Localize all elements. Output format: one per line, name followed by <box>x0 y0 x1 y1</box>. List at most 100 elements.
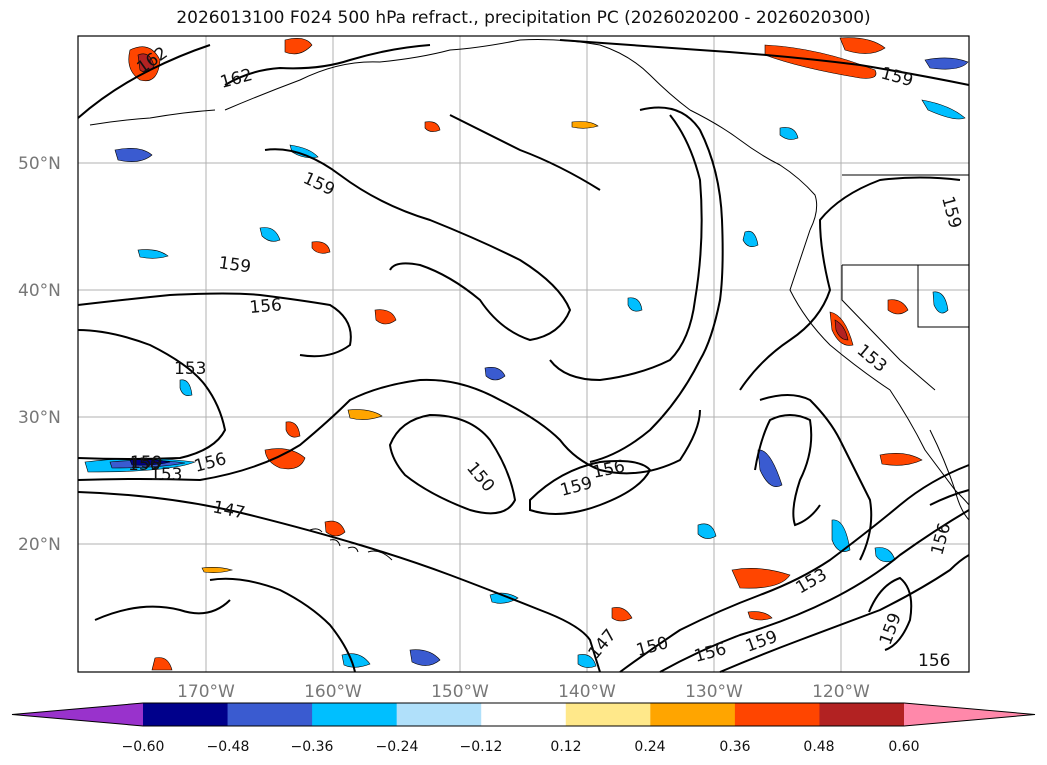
colorbar-tick-label: −0.24 <box>376 739 419 755</box>
contour-line <box>94 599 231 621</box>
precip-patch <box>779 127 799 140</box>
colorbar-tick-label: 0.24 <box>634 739 665 755</box>
colorbar-tick-labels: −0.60 −0.48 −0.36 −0.24 −0.12 0.12 0.24 … <box>122 739 920 755</box>
longitude-label: 130°W <box>685 682 743 702</box>
precip-patch <box>747 611 773 621</box>
contour-line <box>77 491 601 673</box>
precip-patch <box>285 421 301 438</box>
state-border <box>841 265 936 391</box>
colorbar <box>11 702 1036 727</box>
colorbar-segment <box>227 703 313 726</box>
map-panel <box>78 36 969 672</box>
precip-patch <box>289 144 319 159</box>
contour-line <box>589 106 724 463</box>
colorbar-segment <box>734 703 820 726</box>
precip-patch <box>151 657 173 671</box>
contour-line <box>659 509 970 673</box>
colorbar-segment <box>396 703 482 726</box>
aleutian-chain <box>89 109 216 126</box>
contour-line <box>77 378 701 482</box>
colorbar-extend-high <box>904 703 1035 726</box>
precip-patch <box>284 38 313 55</box>
colorbar-tick-label: 0.60 <box>888 739 919 755</box>
precip-patch <box>347 409 383 420</box>
precip-patch <box>484 367 506 381</box>
precip-patch <box>731 568 791 589</box>
precip-patch <box>137 249 169 259</box>
contour-label: 153 <box>174 359 206 379</box>
contour-line <box>264 148 572 342</box>
precip-patch <box>764 44 877 79</box>
contour-line <box>549 114 703 382</box>
longitude-label: 140°W <box>558 682 616 702</box>
colorbar-segment <box>312 703 398 726</box>
bc-coast <box>689 109 818 231</box>
contour-line <box>449 114 601 191</box>
state-border <box>917 265 969 328</box>
map-title: 2026013100 F024 500 hPa refract., precip… <box>176 8 871 28</box>
precip-patch <box>627 297 643 312</box>
contour-line <box>929 489 970 506</box>
precipitation-shading <box>84 37 969 671</box>
contour-label: 159 <box>130 453 162 473</box>
latitude-label: 20°N <box>18 535 61 555</box>
longitude-label: 170°W <box>177 682 235 702</box>
precip-patch <box>179 379 193 396</box>
precip-patch <box>611 607 633 622</box>
precip-patch <box>924 57 969 70</box>
longitude-label: 160°W <box>304 682 362 702</box>
colorbar-tick-label: −0.48 <box>207 739 250 755</box>
precip-patch <box>887 299 909 315</box>
contour-line <box>754 414 821 527</box>
colorbar-tick-label: 0.36 <box>719 739 750 755</box>
contour-label: 156 <box>128 455 160 475</box>
colorbar-segment <box>565 703 651 726</box>
precip-patch <box>311 241 331 254</box>
precip-patch <box>324 520 346 537</box>
longitude-label: 150°W <box>431 682 489 702</box>
contour-line <box>559 39 970 86</box>
hawaii-islands <box>309 528 393 561</box>
precip-patch <box>831 519 851 552</box>
colorbar-segment <box>650 703 736 726</box>
colorbar-segment <box>819 703 905 726</box>
contour-line <box>759 394 873 561</box>
precip-patch <box>577 654 597 668</box>
colorbar-outline <box>11 702 1036 727</box>
colorbar-tick-label: −0.36 <box>291 739 334 755</box>
contour-line <box>209 577 356 673</box>
gridlines <box>78 36 969 672</box>
latitude-label: 40°N <box>18 281 61 301</box>
contour-label: 159 <box>217 253 252 277</box>
contour-line <box>77 44 211 119</box>
precip-patch <box>839 37 886 54</box>
longitude-label: 120°W <box>812 682 870 702</box>
precip-patch <box>201 567 234 573</box>
precip-patch <box>409 649 441 666</box>
latitude-label: 50°N <box>18 154 61 174</box>
map-frame <box>77 35 970 673</box>
contour-line <box>224 44 431 86</box>
precip-patch <box>697 523 717 539</box>
colorbar-tick-label: 0.12 <box>550 739 581 755</box>
colorbar-segment <box>143 703 229 726</box>
colorbar-tick-label: −0.60 <box>122 739 165 755</box>
contour-label: 156 <box>249 295 283 318</box>
colorbar-segment <box>481 703 567 726</box>
precip-patch <box>374 309 397 325</box>
precip-patch <box>259 227 281 242</box>
contour-label: 153 <box>150 465 182 485</box>
precip-patch <box>932 291 949 314</box>
contour-line <box>619 464 970 673</box>
precip-patch <box>757 449 783 487</box>
contour-line <box>719 554 970 673</box>
colorbar-extend-low <box>12 703 143 726</box>
alaska-coast <box>224 39 691 111</box>
contour-line <box>388 413 517 515</box>
refractivity-contours <box>77 39 970 673</box>
contour-line <box>739 176 961 391</box>
colorbar-tick-label: −0.12 <box>460 739 503 755</box>
precip-patch <box>742 231 759 247</box>
contour-line <box>77 329 227 460</box>
